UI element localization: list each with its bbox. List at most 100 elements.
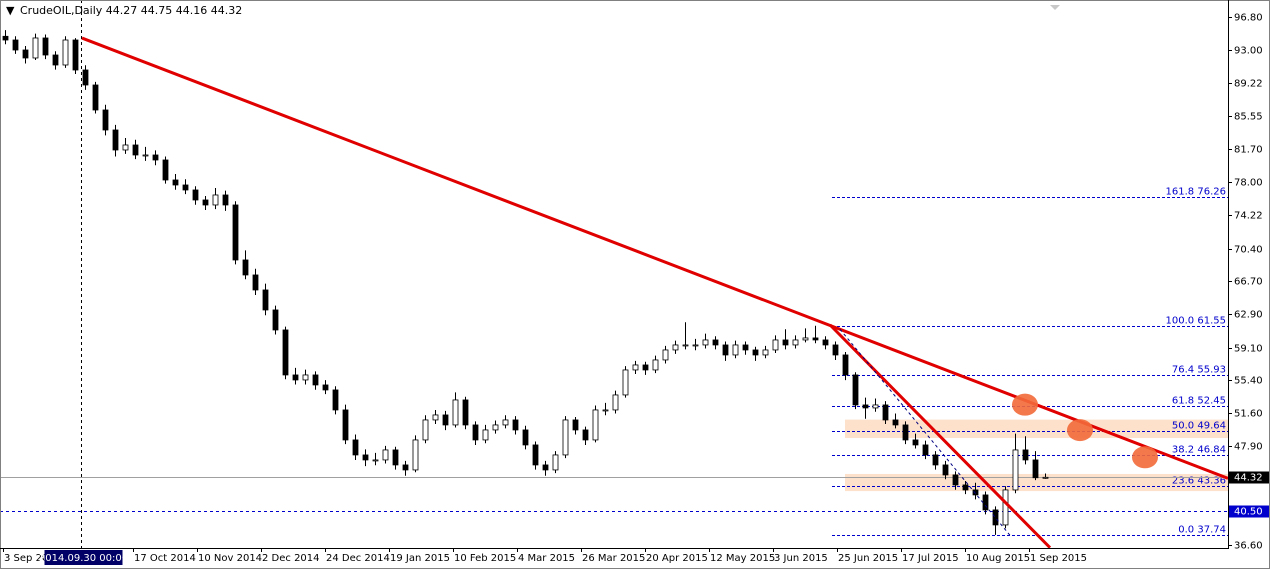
candle-body bbox=[142, 154, 149, 157]
candle-body bbox=[452, 399, 459, 426]
candle-body bbox=[252, 274, 259, 291]
candle-body bbox=[492, 424, 499, 431]
candle-body bbox=[612, 394, 619, 411]
candle-body bbox=[522, 429, 529, 446]
fibo-price: 49.64 bbox=[1197, 421, 1226, 432]
candle-body bbox=[552, 454, 559, 471]
candle-body bbox=[92, 84, 99, 111]
candle-body bbox=[702, 339, 709, 346]
x-tick-label: 12 May 2015 bbox=[710, 553, 775, 564]
candle-body bbox=[972, 489, 979, 496]
candle-body bbox=[272, 309, 279, 331]
candle-body bbox=[152, 154, 159, 161]
candle-body bbox=[482, 429, 489, 441]
y-tick-label: 47.90 bbox=[1234, 442, 1263, 453]
y-tick-label: 96.80 bbox=[1234, 13, 1263, 24]
fibo-label: 76.4 55.93 bbox=[1172, 365, 1226, 376]
fibo-ratio: 76.4 bbox=[1172, 365, 1194, 376]
candle-body bbox=[192, 189, 199, 201]
fibo-ratio: 0.0 bbox=[1178, 525, 1194, 536]
candle-body bbox=[172, 179, 179, 186]
candle-body bbox=[242, 259, 249, 276]
candle-body bbox=[762, 349, 769, 356]
candle-body bbox=[382, 449, 389, 461]
y-tick-label: 51.60 bbox=[1234, 409, 1263, 420]
y-tick-label: 93.00 bbox=[1234, 46, 1263, 57]
price-box-label: 44.32 bbox=[1234, 473, 1263, 484]
fibo-label: 161.8 76.26 bbox=[1166, 187, 1226, 198]
fibo-label: 38.2 46.84 bbox=[1172, 445, 1226, 456]
candle-body bbox=[62, 39, 69, 66]
candle-body bbox=[892, 419, 899, 426]
fibo-price: 52.45 bbox=[1197, 396, 1226, 407]
candle-body bbox=[212, 194, 219, 206]
candle-body bbox=[622, 369, 629, 396]
x-tick-label: 10 Feb 2015 bbox=[454, 553, 516, 564]
candle-body bbox=[352, 439, 359, 456]
candle-body bbox=[902, 424, 909, 441]
marker bbox=[1067, 419, 1093, 442]
candle-body bbox=[922, 444, 929, 456]
candle-body bbox=[162, 159, 169, 181]
candle-body bbox=[42, 37, 49, 56]
price-box-label: 40.50 bbox=[1234, 507, 1263, 518]
candle-body bbox=[1042, 476, 1049, 479]
fibo-price: 76.26 bbox=[1197, 187, 1226, 198]
candle-body bbox=[842, 354, 849, 376]
candle-body bbox=[292, 374, 299, 381]
candle-body bbox=[462, 399, 469, 426]
open: 44.27 bbox=[106, 4, 138, 17]
fibo-ratio: 61.8 bbox=[1172, 396, 1194, 407]
symbol: CrudeOIL,Daily bbox=[20, 4, 103, 17]
candle-body bbox=[732, 344, 739, 356]
x-tick-label: 10 Aug 2015 bbox=[966, 553, 1030, 564]
x-tick-label: 1 Sep 2015 bbox=[1030, 553, 1087, 564]
fibo-ratio: 161.8 bbox=[1166, 187, 1195, 198]
axes: 96.80 93.00 89.22 85.55 81.70 78.00 74.22 70.40… bbox=[3, 13, 1269, 565]
y-tick-label: 59.10 bbox=[1234, 344, 1263, 355]
y-tick-label: 55.40 bbox=[1234, 376, 1263, 387]
candle-body bbox=[412, 439, 419, 471]
candle-body bbox=[22, 49, 29, 59]
candle-body bbox=[532, 444, 539, 466]
price-box bbox=[1229, 471, 1269, 484]
fibo-ratio: 23.6 bbox=[1172, 476, 1194, 487]
candle-body bbox=[332, 389, 339, 411]
candle-body bbox=[222, 194, 229, 206]
candle-body bbox=[772, 339, 779, 351]
fibo-ratio: 38.2 bbox=[1172, 445, 1194, 456]
candle-body bbox=[262, 289, 269, 311]
candle-body bbox=[372, 459, 379, 462]
menu-arrow[interactable]: ▼ bbox=[6, 4, 15, 17]
candle-body bbox=[342, 409, 349, 441]
fibo-price: 43.36 bbox=[1197, 476, 1226, 487]
low: 44.16 bbox=[176, 4, 208, 17]
candle-body bbox=[712, 339, 719, 346]
candle-body bbox=[852, 374, 859, 406]
x-tick-label: 17 Oct 2014 bbox=[134, 553, 196, 564]
candle-body bbox=[362, 454, 369, 461]
candle-body bbox=[52, 54, 59, 66]
candle-body bbox=[962, 484, 969, 491]
x-tick-label: 19 Jan 2015 bbox=[390, 553, 450, 564]
candle-body bbox=[422, 419, 429, 441]
x-tick-label: 24 Dec 2014 bbox=[326, 553, 390, 564]
candle-body bbox=[872, 404, 879, 409]
candle-body bbox=[992, 509, 999, 526]
fibo-label: 50.0 49.64 bbox=[1172, 421, 1226, 432]
candle-body bbox=[752, 349, 759, 356]
candle-body bbox=[602, 409, 609, 412]
candle-body bbox=[942, 464, 949, 476]
header: CrudeOIL,Daily 44.27 44.75 44.16 44.32 bbox=[20, 4, 242, 17]
high: 44.75 bbox=[141, 4, 173, 17]
scroll-marker bbox=[1050, 5, 1060, 10]
trendline bbox=[839, 328, 1011, 536]
candle-body bbox=[282, 329, 289, 376]
price-box bbox=[1229, 505, 1269, 518]
candle-body bbox=[792, 339, 799, 346]
x-tick-label: 26 Mar 2015 bbox=[582, 553, 645, 564]
candle-body bbox=[392, 449, 399, 466]
candle-body bbox=[592, 409, 599, 441]
